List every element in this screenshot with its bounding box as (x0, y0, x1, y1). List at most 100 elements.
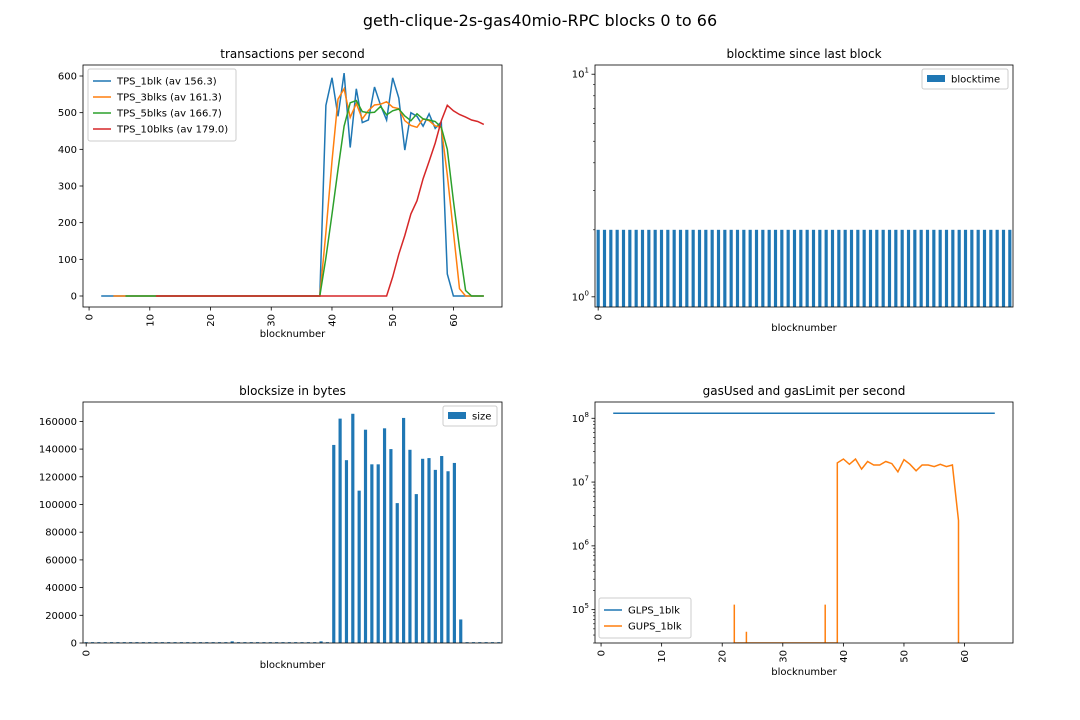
bar (723, 229, 727, 307)
x-tick-label: 0 (594, 314, 605, 320)
chart-title: blocksize in bytes (239, 384, 346, 398)
bar (742, 229, 746, 307)
x-tick-label: 40 (327, 314, 338, 327)
bar (621, 229, 626, 307)
bar (615, 229, 619, 307)
bar (109, 642, 114, 643)
bar (319, 641, 323, 643)
bar (716, 229, 721, 307)
bar (963, 229, 968, 307)
x-axis-label: blocknumber (771, 667, 837, 678)
bar (198, 642, 203, 643)
bar (154, 642, 158, 643)
bar (659, 229, 664, 307)
bar (141, 642, 145, 643)
bar (609, 229, 613, 307)
bar (792, 229, 797, 307)
x-tick-label: 0 (597, 650, 608, 656)
bar (710, 229, 714, 307)
x-tick-label: 30 (778, 650, 789, 663)
x-tick-label: 60 (960, 650, 971, 663)
y-tick-label: 107 (572, 475, 589, 489)
bar (957, 229, 961, 307)
chart-title: blocktime since last block (726, 47, 881, 61)
blocksize-chart: blocksize in bytes 0 20000 40000 60000 80000 1… (39, 384, 503, 671)
bar (382, 428, 387, 643)
x-tick-label: 50 (388, 314, 399, 327)
bar (325, 642, 330, 643)
bar (799, 229, 803, 307)
legend-label: GLPS_1blk (628, 606, 680, 617)
y-tick-label: 600 (58, 72, 77, 83)
bar (281, 642, 285, 643)
blocktime-chart: blocktime since last block 100 101 0 blocknu… (572, 47, 1014, 334)
bar (875, 229, 879, 307)
bar (881, 229, 885, 307)
y-tick-label: 500 (58, 108, 77, 119)
bar (653, 229, 657, 307)
bar (217, 642, 222, 643)
bar (704, 229, 708, 307)
bar (748, 229, 752, 307)
bar (1008, 229, 1012, 307)
y-tick-label: 160000 (39, 417, 77, 428)
bar (640, 229, 645, 307)
bar (982, 229, 987, 307)
bar (628, 229, 632, 307)
bar (465, 642, 469, 643)
bar (427, 458, 431, 643)
bar (900, 229, 904, 307)
bar (389, 449, 393, 643)
bar (773, 229, 778, 307)
legend (87, 68, 237, 142)
y-tick-label: 120000 (39, 472, 77, 483)
bar (135, 642, 139, 643)
bar (122, 642, 126, 643)
bar (148, 642, 152, 643)
x-tick-label: 10 (145, 314, 156, 327)
bar (236, 642, 241, 643)
bar (906, 229, 911, 307)
bar (919, 229, 923, 307)
bar (357, 490, 361, 643)
bar (856, 229, 860, 307)
x-axis-label: blocknumber (771, 323, 837, 334)
bar (830, 229, 835, 307)
bar (90, 642, 95, 643)
bar (433, 469, 437, 643)
bar (224, 642, 228, 643)
legend-label: TPS_10blks (av 179.0) (116, 125, 228, 136)
bar (167, 642, 171, 643)
bar (268, 642, 272, 643)
bar (287, 642, 291, 643)
bar (868, 229, 873, 307)
bar (103, 642, 107, 643)
bar (211, 642, 215, 643)
bar (376, 464, 380, 643)
bar (932, 229, 936, 307)
bar (459, 619, 463, 643)
legend-label: TPS_5blks (av 166.7) (116, 109, 222, 120)
x-tick-label: 0 (82, 650, 93, 656)
bar (697, 229, 702, 307)
bar (332, 444, 336, 643)
y-tick-label: 200 (58, 218, 77, 229)
bar (84, 642, 88, 643)
bar (471, 642, 476, 643)
bar (634, 229, 638, 307)
bar (894, 229, 898, 307)
bar (938, 229, 942, 307)
y-tick-label: 100000 (39, 500, 77, 511)
bar (478, 642, 482, 643)
bar (754, 229, 759, 307)
bar (944, 229, 949, 307)
bar (351, 413, 355, 643)
legend-label: TPS_3blks (av 161.3) (116, 93, 222, 104)
y-tick-label: 0 (71, 292, 77, 303)
y-tick-label: 0 (71, 639, 77, 650)
bar (262, 642, 266, 643)
bar (685, 229, 689, 307)
bar (173, 642, 177, 643)
bar (887, 229, 892, 307)
